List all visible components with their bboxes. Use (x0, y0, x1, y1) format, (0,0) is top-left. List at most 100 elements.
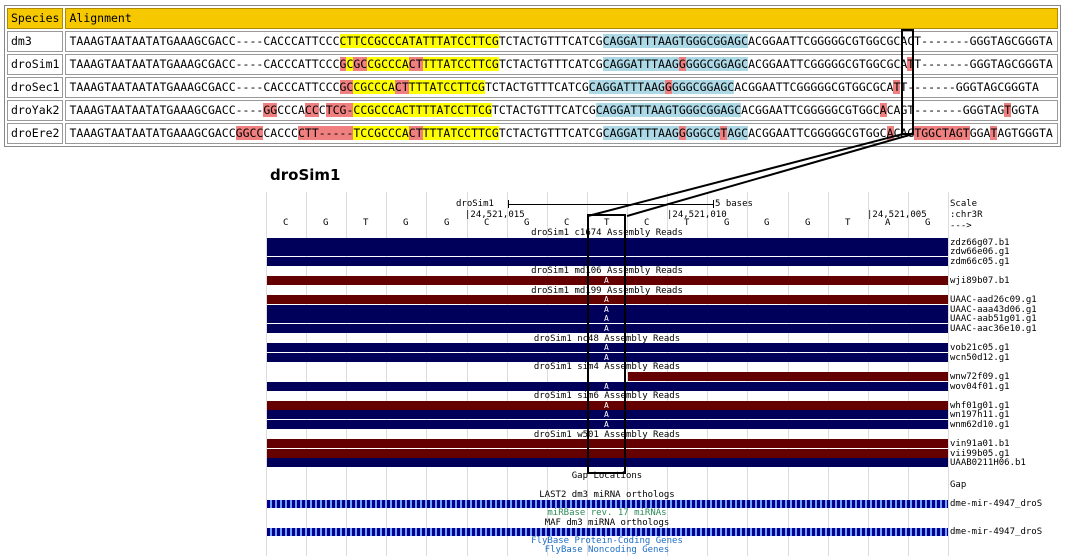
read-name[interactable]: zdw66e06.g1 (950, 247, 1010, 257)
read-bar[interactable] (267, 458, 948, 467)
read-bar[interactable] (267, 410, 948, 419)
alignment-row: droSim1 TAAAGTAATAATATGAAAGCGACC----CACCC… (7, 54, 1058, 75)
read-bar[interactable] (267, 314, 948, 323)
read-base-label: A (604, 295, 609, 304)
base-letter: T (363, 218, 369, 228)
read-bar[interactable] (267, 382, 948, 391)
sequence-segment: TAAAGTAATAATATGAAAGCGACC (69, 126, 236, 140)
scale-bar-right-tick (713, 200, 714, 208)
sequence-segment: CAGT-------GGGTAG (886, 103, 1005, 117)
read-name[interactable]: wov04f01.g1 (950, 382, 1010, 392)
alignment-row: droYak2 TAAAGTAATAATATGAAAGCGACC----GGCCC… (7, 100, 1058, 121)
read-name[interactable]: UAAC-aad26c09.g1 (950, 295, 1037, 305)
grid-line (426, 192, 427, 556)
sequence-segment: TAAAGTAATAATATGAAAGCGACC---- (69, 103, 264, 117)
read-name[interactable]: vob21c05.g1 (950, 343, 1010, 353)
sequence-segment: GG (263, 103, 278, 117)
sequence-segment: GC (353, 57, 368, 71)
read-bar[interactable] (267, 238, 948, 247)
read-bar[interactable] (267, 276, 948, 285)
sequence-segment: TTTATCCTTCG (415, 103, 492, 117)
base-letter: A (885, 218, 891, 228)
read-bar[interactable] (267, 295, 948, 304)
sequence-segment: CT (394, 80, 409, 94)
sequence-segment: GGA (969, 126, 991, 140)
sequence-segment: CT (408, 126, 423, 140)
species-name: droYak2 (7, 100, 64, 121)
read-bar[interactable] (267, 257, 948, 266)
grid-line (627, 192, 628, 556)
sequence-segment: T (720, 126, 728, 140)
read-name[interactable]: wcn50d12.g1 (950, 353, 1010, 363)
sequence-segment: TCTACTGTTTCATCG (498, 57, 603, 71)
base-letter: G (524, 218, 530, 228)
mirbase-title: miRBase rev. 17 miRNAs (547, 508, 667, 518)
read-name[interactable]: zdz66g07.b1 (950, 238, 1010, 248)
sequence-segment: T (990, 126, 998, 140)
scale-label: Scale (950, 199, 978, 209)
read-name[interactable]: vin91a01.b1 (950, 439, 1010, 449)
sequence-segment: TCTACTGTTTCATCG (498, 34, 603, 48)
read-name[interactable]: UAAC-aab51g01.g1 (950, 314, 1037, 324)
read-name[interactable]: wnw72f09.g1 (950, 372, 1010, 382)
read-name[interactable]: UAAC-aac36e10.g1 (950, 324, 1037, 334)
read-name[interactable]: UAAC-aaa43d06.g1 (950, 305, 1037, 315)
read-bar[interactable] (267, 401, 948, 410)
sequence-segment: T (1004, 103, 1012, 117)
read-bar[interactable] (267, 353, 948, 362)
sequence-segment: ACGGAATTCGGGGGCGTGGC (741, 103, 880, 117)
read-bar[interactable] (267, 439, 948, 448)
sequence-segment: CGCCCA (353, 80, 395, 94)
sequence-segment: CT (408, 57, 423, 71)
chrom-label: :chr3R (950, 210, 983, 220)
sequence-segment: G (678, 57, 686, 71)
read-name[interactable]: wji89b07.b1 (950, 276, 1010, 286)
species-name: droEre2 (7, 123, 64, 144)
read-bar[interactable] (267, 420, 948, 429)
sequence-segment: A (879, 103, 887, 117)
read-name[interactable]: wnm62d10.g1 (950, 420, 1010, 430)
read-name[interactable]: whf01g01.g1 (950, 401, 1010, 411)
alignment-sequence: TAAAGTAATAATATGAAAGCGACC----CACCCATTCCCG… (65, 77, 1058, 98)
species-name: droSim1 (7, 54, 64, 75)
sequence-segment: AGC (727, 126, 749, 140)
read-bar[interactable] (267, 305, 948, 314)
sequence-segment: GGGCGGAGC (685, 57, 749, 71)
read-base-label: A (604, 314, 609, 323)
read-name[interactable]: wn197h11.g1 (950, 410, 1010, 420)
read-bar[interactable] (267, 247, 948, 256)
sequence-segment: CC (304, 103, 319, 117)
sequence-segment: AGTGGGTA (997, 126, 1053, 140)
sequence-segment: TGGCTAGT (914, 126, 970, 140)
gap-title: Gap Locations (571, 471, 643, 481)
read-bar[interactable] (628, 372, 948, 381)
connector-line-left (587, 133, 904, 217)
maf-label: dme-mir-4947_droS (950, 527, 1043, 537)
read-base-label: A (604, 410, 609, 419)
sequence-segment: TCTACTGTTTCATCG (498, 126, 603, 140)
sequence-segment: TTTATCCTTCG (408, 80, 485, 94)
sequence-segment: GGTA (1011, 103, 1039, 117)
last2-feature[interactable] (267, 500, 948, 508)
base-letter: C (644, 218, 650, 228)
sequence-segment: CCCA (277, 103, 305, 117)
grid-line (507, 192, 508, 556)
track-title: droSim1 w501 Assembly Reads (533, 430, 681, 440)
sequence-segment: A (886, 126, 894, 140)
coord-1: |24,521,015 (465, 210, 525, 220)
read-name[interactable]: vii99b05.g1 (950, 449, 1010, 459)
read-bar[interactable] (267, 324, 948, 333)
base-letter: T (845, 218, 851, 228)
base-letter: G (925, 218, 931, 228)
read-name[interactable]: zdm66c05.g1 (950, 257, 1010, 267)
sequence-segment: CTT (297, 126, 319, 140)
alignment-sequence: TAAAGTAATAATATGAAAGCGACCGGCCCACCCCTT----… (65, 123, 1058, 144)
read-bar[interactable] (267, 343, 948, 352)
maf-feature[interactable] (267, 528, 948, 536)
read-name[interactable]: UAAB0211H06.b1 (950, 458, 1026, 468)
genome-browser: droSim1 5 bases Scale |24,521,015 |24,52… (266, 192, 1066, 556)
read-base-label: A (604, 382, 609, 391)
read-bar[interactable] (267, 449, 948, 458)
base-letter: T (604, 218, 610, 228)
species-header: Species (7, 8, 64, 29)
